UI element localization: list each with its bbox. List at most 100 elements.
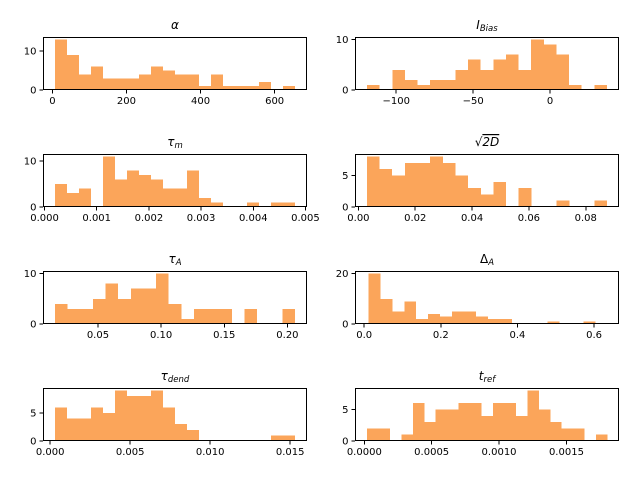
histogram-bar [493, 181, 507, 207]
histogram-bar [175, 424, 187, 441]
histogram-bar [247, 86, 259, 90]
histogram-bar [518, 188, 532, 207]
y-tick-label: 0 [342, 437, 348, 448]
x-tick-label: 0.05 [87, 330, 109, 341]
histogram-bar [547, 321, 560, 324]
histogram-bar [115, 179, 127, 207]
histogram-bar [282, 308, 295, 324]
chart-tau-a: 0.05 0.10 0.15 0.20 0 10 τA [24, 252, 307, 341]
histogram-bar [55, 39, 67, 90]
y-axis: 0 10 [24, 47, 43, 97]
x-tick-label: 200 [117, 96, 136, 107]
x-axis: 0.05 0.10 0.15 0.20 [87, 324, 299, 341]
histogram-bar [442, 79, 456, 90]
x-tick-label: 0.004 [239, 213, 268, 224]
histogram-bar [476, 316, 488, 324]
histogram-bars [55, 156, 295, 207]
histogram-bar [458, 403, 471, 441]
x-tick-label: −50 [463, 96, 484, 107]
histogram-bar [219, 308, 232, 324]
histogram-bar [404, 79, 418, 90]
y-tick-label: 0 [30, 86, 36, 97]
histogram-bar [368, 273, 381, 324]
histogram-bars [55, 39, 295, 90]
histogram-bar [55, 303, 68, 324]
histogram-bar [199, 86, 211, 90]
subplot-title: α [171, 18, 179, 32]
histogram-bar [115, 390, 127, 441]
x-tick-label: 0.0005 [414, 447, 449, 458]
x-tick-label: −100 [382, 96, 409, 107]
x-tick-label: 0.005 [291, 213, 320, 224]
x-tick-label: 0.010 [196, 447, 225, 458]
x-tick-label: 0.0000 [347, 447, 382, 458]
histogram-bars [55, 390, 295, 441]
histogram-bar [392, 175, 405, 207]
subplot-title: tref [479, 369, 497, 385]
axes-frame [43, 271, 307, 324]
histogram-bar [271, 202, 283, 207]
histogram-bar [493, 403, 505, 441]
y-tick-label: 5 [342, 171, 348, 182]
histogram-bar [455, 69, 469, 90]
y-axis: 0 10 [24, 269, 43, 331]
x-axis: 0.000 0.001 0.002 0.003 0.004 0.005 [30, 207, 320, 224]
subplot-tau-m: 0.000 0.001 0.002 0.003 0.004 0.005 0 10 τm [24, 135, 320, 224]
y-tick-label: 0 [342, 320, 348, 331]
subplot-title: IBias [476, 18, 498, 34]
y-tick-label: 0 [30, 203, 36, 214]
histogram-bar [187, 74, 199, 90]
histogram-bar [366, 156, 380, 207]
subplot-title: ΔA [480, 252, 494, 268]
histogram-bar [168, 303, 182, 324]
histogram-bar [139, 174, 151, 207]
histogram-bar [417, 84, 431, 90]
histogram-bar [105, 283, 119, 324]
histogram-bar [550, 422, 562, 441]
histogram-bar [430, 79, 443, 90]
y-axis: 0 20 [336, 269, 355, 331]
x-tick-label: 0.015 [276, 447, 305, 458]
histogram-bar [67, 193, 79, 207]
histogram-bar [193, 308, 207, 324]
x-tick-label: 0 [547, 96, 553, 107]
subplot-tau-a: 0.05 0.10 0.15 0.20 0 10 τA [24, 252, 307, 341]
x-tick-label: 0.00 [347, 213, 369, 224]
x-tick-label: 400 [191, 96, 210, 107]
x-axis: 0.0 0.2 0.4 0.6 [356, 324, 602, 341]
histogram-bar [404, 301, 417, 324]
x-tick-label: 0.10 [150, 330, 172, 341]
chart-tau-m: 0.000 0.001 0.002 0.003 0.004 0.005 0 10 τm [24, 135, 320, 224]
histogram-bar [569, 84, 582, 90]
histogram-bar [455, 175, 469, 207]
histogram-bar [247, 202, 259, 207]
histogram-bar [127, 78, 139, 90]
histogram-bar [151, 390, 163, 441]
histogram-bar [481, 415, 493, 441]
histogram-bar [561, 428, 574, 441]
histogram-bar [573, 428, 585, 441]
subplot-delta-a: 0.0 0.2 0.4 0.6 0 20 ΔA [336, 252, 619, 341]
histogram-bar [430, 156, 443, 207]
histogram-bar [380, 298, 393, 324]
histogram-bar [283, 435, 295, 441]
histogram-bar [468, 188, 481, 207]
subplot-tau-dend: 0.000 0.005 0.010 0.015 0 5 τdend [30, 369, 307, 458]
x-tick-label: 0.20 [276, 330, 298, 341]
histogram-bar [504, 403, 516, 441]
subplot-title: τdend [161, 369, 190, 385]
x-axis: 0 200 400 600 [49, 90, 284, 107]
histogram-bar [499, 318, 512, 324]
histogram-bar [187, 429, 199, 441]
y-axis: 05 [342, 171, 355, 214]
chart-delta-a: 0.0 0.2 0.4 0.6 0 20 ΔA [336, 252, 619, 341]
histogram-bar [440, 316, 453, 324]
chart-i-bias: −100 −50 0 0 10 IBias [336, 18, 619, 107]
x-tick-label: 0.0 [356, 330, 372, 341]
histogram-bar [103, 156, 115, 207]
histogram-bar [487, 318, 500, 324]
histogram-bar [130, 288, 144, 324]
subplot-title: τm [167, 135, 183, 151]
